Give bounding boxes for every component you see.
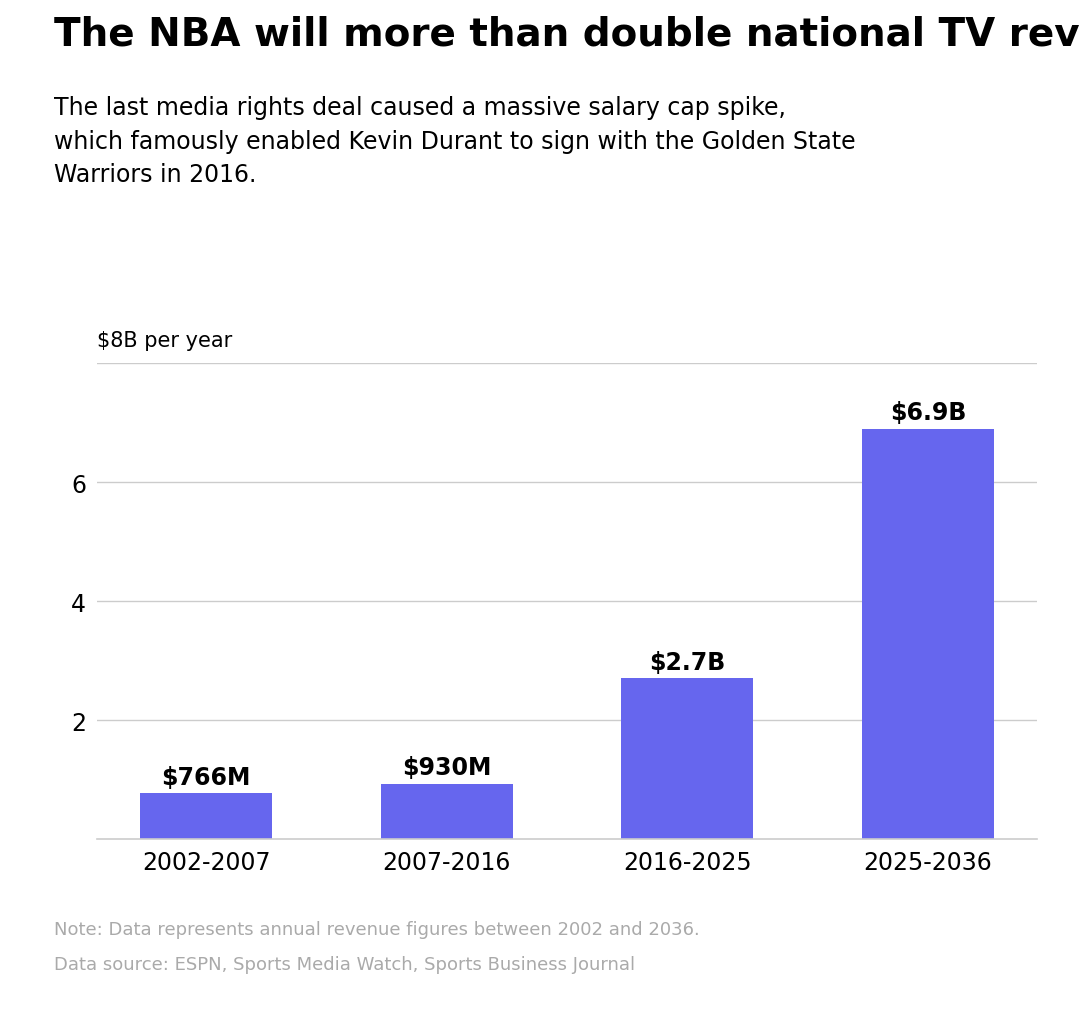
Text: Note: Data represents annual revenue figures between 2002 and 2036.: Note: Data represents annual revenue fig… — [54, 920, 700, 938]
Bar — [380, 784, 513, 839]
Text: The last media rights deal caused a massive salary cap spike,
which famously ena: The last media rights deal caused a mass… — [54, 96, 855, 187]
Text: $766M: $766M — [161, 765, 251, 789]
Bar — [862, 430, 994, 839]
Bar — [140, 794, 272, 839]
Text: Data source: ESPN, Sports Media Watch, Sports Business Journal: Data source: ESPN, Sports Media Watch, S… — [54, 955, 635, 974]
Text: $930M: $930M — [402, 755, 491, 779]
Bar — [621, 678, 754, 839]
Text: $6.9B: $6.9B — [890, 400, 967, 425]
Text: $2.7B: $2.7B — [649, 650, 726, 674]
Text: The NBA will more than double national TV revenue: The NBA will more than double national T… — [54, 15, 1080, 54]
Text: $8B per year: $8B per year — [97, 331, 232, 351]
